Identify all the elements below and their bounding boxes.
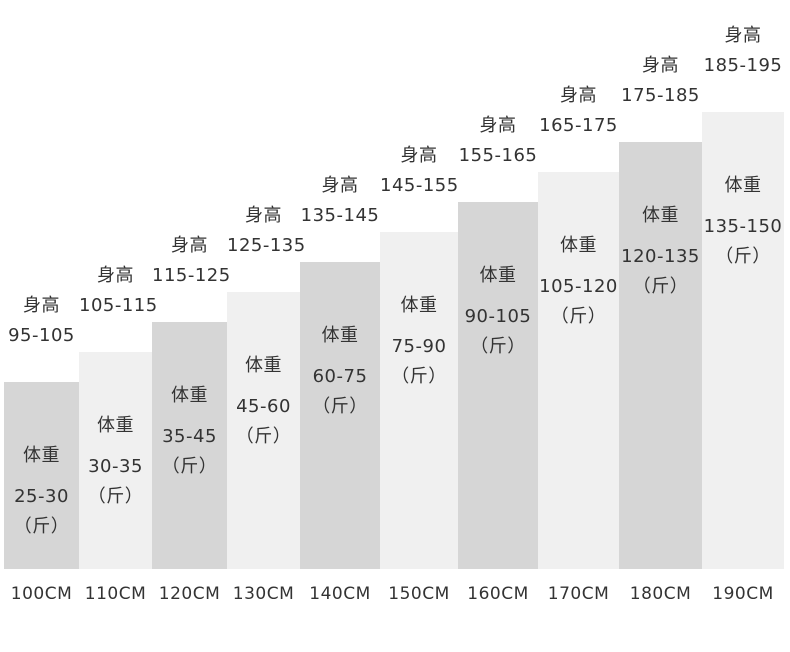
height-range: 135-145 (300, 205, 380, 226)
weight-label: 体重 (245, 355, 282, 376)
height-label: 身高 (245, 205, 282, 226)
height-range: 95-105 (8, 325, 75, 346)
bar-140cm (300, 262, 380, 569)
bar-180cm (619, 142, 702, 569)
weight-label: 体重 (642, 205, 679, 226)
height-label: 身高 (321, 175, 359, 196)
height-label: 身高 (724, 25, 762, 46)
x-tick-label: 130CM (232, 584, 295, 604)
weight-range: 120-135 (621, 246, 700, 267)
weight-label: 体重 (321, 325, 359, 346)
weight-range: 90-105 (464, 306, 532, 327)
height-label: 身高 (97, 265, 134, 286)
height-label: 身高 (560, 85, 597, 106)
weight-label: 体重 (23, 445, 60, 466)
x-tick-label: 110CM (84, 584, 147, 604)
weight-range: 25-30 (14, 486, 69, 507)
height-range: 115-125 (152, 265, 231, 286)
weight-range: 105-120 (539, 276, 618, 297)
height-label: 身高 (479, 115, 517, 136)
weight-unit: （斤） (161, 456, 218, 477)
weight-unit: （斤） (470, 336, 526, 357)
weight-label: 体重 (724, 175, 762, 196)
weight-range: 135-150 (703, 216, 783, 237)
x-tick-label: 180CM (629, 584, 692, 604)
height-label: 身高 (642, 55, 679, 76)
weight-unit: （斤） (632, 276, 689, 297)
bar-120cm (152, 322, 227, 569)
height-label: 身高 (400, 145, 438, 166)
x-tick-label: 100CM (10, 584, 73, 604)
bar-110cm (79, 352, 152, 569)
bar-150cm (380, 232, 458, 569)
weight-unit: （斤） (235, 426, 292, 447)
x-tick-label: 160CM (467, 584, 529, 604)
weight-unit: （斤） (13, 516, 70, 537)
bar-160cm (458, 202, 538, 569)
bar-170cm (538, 172, 619, 569)
weight-range: 60-75 (312, 366, 368, 387)
weight-range: 75-90 (391, 336, 447, 357)
weight-label: 体重 (479, 265, 517, 286)
weight-unit: （斤） (87, 486, 144, 507)
x-tick-label: 190CM (712, 584, 774, 604)
x-tick-label: 140CM (309, 584, 371, 604)
weight-range: 30-35 (88, 456, 143, 477)
x-tick-label: 120CM (158, 584, 221, 604)
height-range: 145-155 (380, 175, 459, 196)
height-label: 身高 (23, 295, 60, 316)
height-range: 105-115 (79, 295, 158, 316)
weight-unit: （斤） (391, 366, 447, 387)
weight-unit: （斤） (550, 306, 607, 327)
weight-label: 体重 (171, 385, 208, 406)
weight-label: 体重 (400, 295, 438, 316)
weight-unit: （斤） (312, 396, 368, 417)
bar-100cm (4, 382, 79, 569)
x-tick-label: 170CM (547, 584, 610, 604)
weight-unit: （斤） (715, 246, 771, 267)
height-label: 身高 (171, 235, 208, 256)
weight-range: 35-45 (162, 426, 217, 447)
weight-range: 45-60 (236, 396, 291, 417)
bar-190cm (702, 112, 784, 569)
height-range: 155-165 (458, 145, 538, 166)
bar-130cm (227, 292, 300, 569)
x-tick-label: 150CM (388, 584, 450, 604)
weight-label: 体重 (97, 415, 134, 436)
height-range: 185-195 (703, 55, 783, 76)
height-range: 165-175 (539, 115, 618, 136)
weight-label: 体重 (560, 235, 597, 256)
height-range: 175-185 (621, 85, 700, 106)
height-range: 125-135 (227, 235, 306, 256)
